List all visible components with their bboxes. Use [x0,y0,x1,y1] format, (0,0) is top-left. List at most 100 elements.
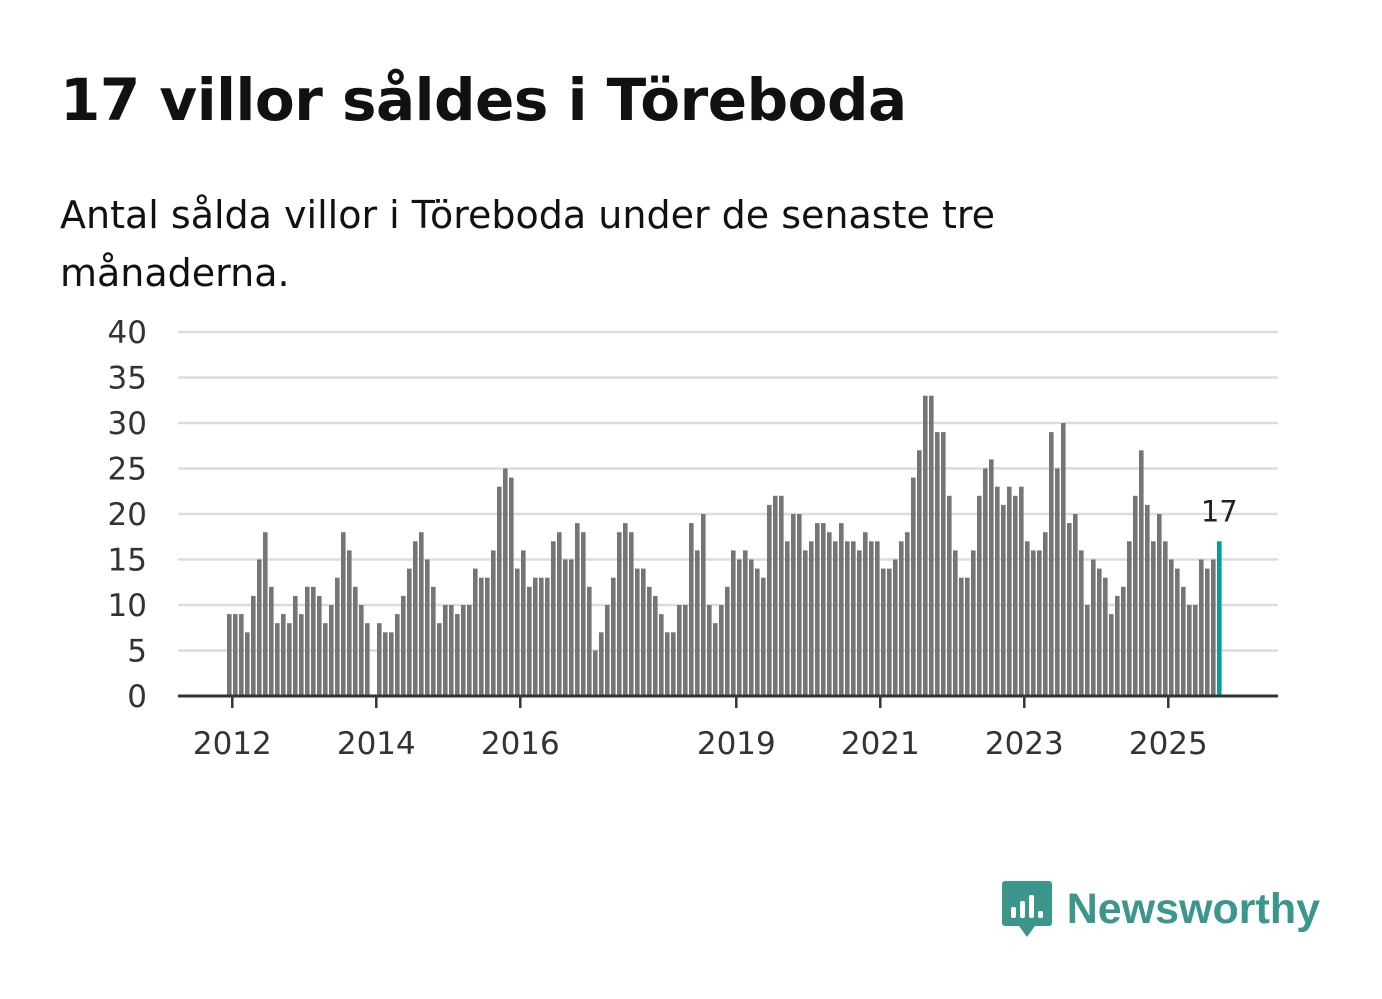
bar [287,623,292,696]
bar [263,532,268,696]
bar [1193,605,1198,696]
bars [227,395,1222,696]
bar [611,577,616,696]
bar [1001,504,1006,696]
chart-subtitle: Antal sålda villor i Töreboda under de s… [60,193,996,295]
bar [935,432,940,696]
bar [473,568,478,696]
bar [413,541,418,696]
bar [647,586,652,696]
bar [599,632,604,696]
bar [521,550,526,696]
bar [959,577,964,696]
y-axis-ticks: 0 5 10 15 20 25 30 35 40 [108,315,147,715]
y-tick-label: 20 [108,497,147,533]
bar [641,568,646,696]
bar [899,541,904,696]
bar [839,523,844,696]
bar [467,605,472,696]
bar [659,614,664,696]
bar [989,459,994,696]
bar [1043,532,1048,696]
bar [953,550,958,696]
data-label-latest: 17 [1201,494,1238,528]
bar [317,595,322,696]
bar [479,577,484,696]
bar [533,577,538,696]
bar [707,605,712,696]
bar [815,523,820,696]
bar [713,623,718,696]
bar [359,605,364,696]
bar [395,614,400,696]
bar [1025,541,1030,696]
x-tick-label: 2014 [337,726,416,762]
bar [695,550,700,696]
bar [1097,568,1102,696]
bar [923,395,928,696]
bar [1133,495,1138,696]
bar [965,577,970,696]
bar [551,541,556,696]
bar [809,541,814,696]
bar [1205,568,1210,696]
bar [455,614,460,696]
bar [323,623,328,696]
y-tick-label: 25 [108,452,147,488]
bar [437,623,442,696]
bar [401,595,406,696]
bar [875,541,880,696]
bar [503,468,508,696]
bar [749,559,754,696]
bar-latest [1217,541,1222,696]
bar [881,568,886,696]
bar [629,532,634,696]
bar [971,550,976,696]
bar [491,550,496,696]
bar [1163,541,1168,696]
bar [1211,559,1216,696]
newsworthy-logo-icon [1001,881,1052,937]
x-tick-label: 2019 [697,726,776,762]
y-tick-label: 0 [127,679,147,715]
bar [605,605,610,696]
bar [377,623,382,696]
bar [509,477,514,696]
bar [803,550,808,696]
bar [575,523,580,696]
bar [1145,504,1150,696]
bar [1175,568,1180,696]
bar [1187,605,1192,696]
bar [305,586,310,696]
bar [365,623,370,696]
bar [1181,586,1186,696]
y-tick-label: 35 [108,361,147,397]
bar [497,486,502,696]
x-tick-label: 2025 [1129,726,1208,762]
bar [431,586,436,696]
bar [329,605,334,696]
bar [761,577,766,696]
bar [677,605,682,696]
bar [1061,423,1066,696]
bar [983,468,988,696]
bar [857,550,862,696]
bar [767,504,772,696]
y-tick-label: 30 [108,406,147,442]
bar [425,559,430,696]
bar [911,477,916,696]
bar [1085,605,1090,696]
x-tick-label: 2016 [481,726,560,762]
y-tick-label: 15 [108,543,147,579]
bar [281,614,286,696]
bar [869,541,874,696]
y-tick-label: 5 [127,634,147,670]
bar [1199,559,1204,696]
bar [245,632,250,696]
bar [1151,541,1156,696]
bar [821,523,826,696]
bar [701,514,706,696]
bar [917,450,922,696]
bar [461,605,466,696]
bar [1049,432,1054,696]
